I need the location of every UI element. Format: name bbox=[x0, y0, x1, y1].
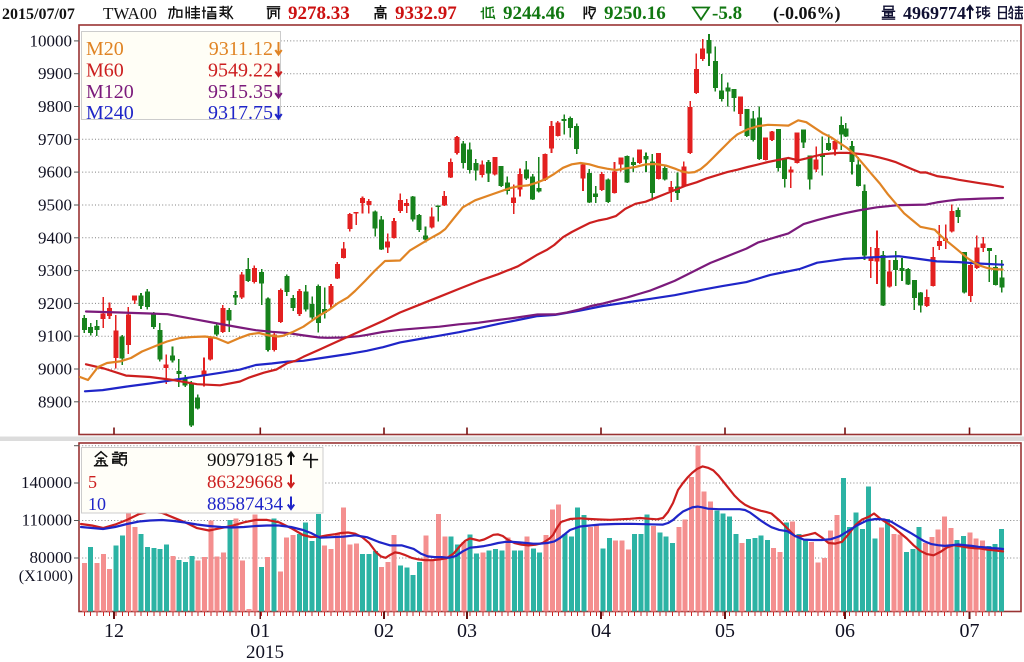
svg-text:86329668: 86329668 bbox=[207, 472, 283, 493]
svg-text:9311.12: 9311.12 bbox=[209, 38, 273, 60]
svg-text:M20: M20 bbox=[86, 38, 124, 60]
svg-text:TWA00: TWA00 bbox=[103, 4, 157, 23]
svg-text:07: 07 bbox=[960, 620, 980, 642]
svg-text:88587434: 88587434 bbox=[207, 494, 284, 515]
svg-text:9250.16: 9250.16 bbox=[604, 3, 666, 24]
svg-text:9800: 9800 bbox=[38, 97, 72, 116]
svg-text:-5.8: -5.8 bbox=[712, 3, 742, 24]
svg-text:2015/07/07: 2015/07/07 bbox=[2, 6, 75, 23]
svg-text:9515.35: 9515.35 bbox=[208, 81, 273, 103]
svg-text:M60: M60 bbox=[86, 60, 124, 82]
svg-text:12: 12 bbox=[104, 620, 124, 642]
svg-text:9200: 9200 bbox=[38, 294, 72, 313]
svg-text:01: 01 bbox=[250, 620, 270, 642]
svg-text:10000: 10000 bbox=[30, 31, 73, 50]
svg-text:8900: 8900 bbox=[38, 392, 72, 411]
svg-text:05: 05 bbox=[715, 620, 735, 642]
svg-text:9549.22: 9549.22 bbox=[208, 60, 273, 82]
svg-text:9332.97: 9332.97 bbox=[395, 3, 457, 24]
svg-text:90979185: 90979185 bbox=[207, 450, 283, 471]
svg-text:(-0.06%): (-0.06%) bbox=[773, 3, 840, 24]
svg-text:2015: 2015 bbox=[246, 642, 284, 662]
svg-text:140000: 140000 bbox=[21, 473, 72, 492]
svg-text:9700: 9700 bbox=[38, 130, 72, 149]
svg-text:10: 10 bbox=[88, 494, 106, 514]
svg-text:110000: 110000 bbox=[22, 511, 72, 530]
svg-text:(X1000): (X1000) bbox=[19, 568, 73, 585]
svg-text:M240: M240 bbox=[86, 102, 134, 124]
svg-text:9300: 9300 bbox=[38, 261, 72, 280]
svg-text:9100: 9100 bbox=[38, 327, 72, 346]
svg-text:9900: 9900 bbox=[38, 64, 72, 83]
svg-text:02: 02 bbox=[374, 620, 394, 642]
svg-text:9500: 9500 bbox=[38, 195, 72, 214]
svg-text:9278.33: 9278.33 bbox=[288, 3, 350, 24]
svg-text:80000: 80000 bbox=[30, 548, 73, 567]
svg-text:4969774: 4969774 bbox=[903, 3, 966, 23]
svg-text:M120: M120 bbox=[86, 81, 134, 103]
svg-text:04: 04 bbox=[591, 620, 611, 642]
svg-text:06: 06 bbox=[835, 620, 855, 642]
svg-text:9600: 9600 bbox=[38, 163, 72, 182]
svg-text:5: 5 bbox=[88, 472, 97, 492]
svg-text:9317.75: 9317.75 bbox=[208, 102, 273, 124]
svg-text:9400: 9400 bbox=[38, 228, 72, 247]
svg-text:03: 03 bbox=[457, 620, 477, 642]
svg-text:9244.46: 9244.46 bbox=[503, 3, 565, 24]
svg-text:9000: 9000 bbox=[38, 360, 72, 379]
